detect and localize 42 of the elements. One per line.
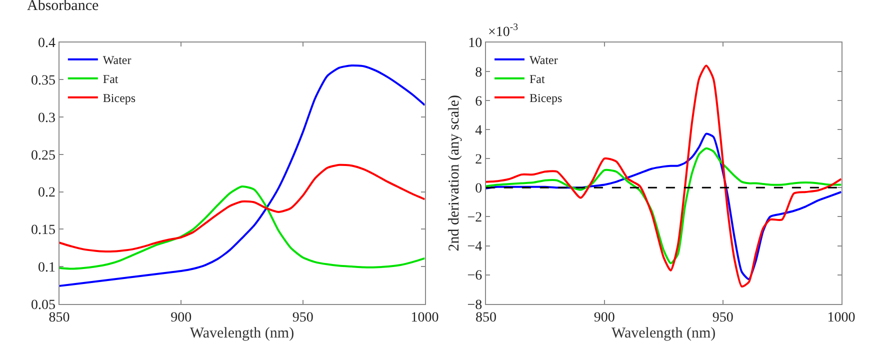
y-tick-label: −6: [467, 268, 482, 284]
y-tick-label: 10: [468, 36, 482, 52]
y-tick-label: 0.05: [30, 298, 56, 313]
legend-label: Biceps: [102, 91, 136, 106]
x-axis-title: Wavelength (nm): [190, 326, 294, 342]
y-tick-label: 2: [475, 152, 482, 168]
line-series: [59, 186, 425, 270]
y-tick-label: 0.3: [38, 110, 56, 126]
y-tick-label: 0: [475, 182, 482, 197]
y-tick-label: −8: [467, 298, 482, 313]
text: ×10$^{-3}$: [488, 22, 518, 40]
x-tick-label: 1000: [827, 310, 856, 326]
x-tick-label: 850: [48, 310, 70, 326]
legend-label: Fat: [530, 72, 546, 86]
legend-label: Water: [530, 53, 558, 68]
y-tick-label: 0.2: [38, 186, 56, 201]
y-tick-label: 4: [475, 123, 482, 138]
y-tick-label: −4: [467, 240, 482, 255]
x-tick-label: 900: [594, 310, 615, 326]
x-tick-label: 900: [170, 310, 192, 326]
line-series: [59, 164, 425, 253]
line-series: [59, 64, 425, 287]
line-series: [486, 147, 842, 264]
x-tick-label: 950: [292, 310, 314, 326]
y-tick-label: 0.15: [30, 223, 56, 238]
y-tick-label: 0.1: [38, 260, 56, 276]
y-tick-label: 0.25: [30, 148, 56, 164]
line-series: [486, 132, 842, 280]
line-series: [486, 64, 842, 288]
x-tick-label: 1000: [410, 310, 439, 326]
legend-label: Water: [102, 53, 132, 68]
x-tick-label: 950: [712, 310, 734, 326]
legend-label: Fat: [102, 72, 119, 86]
x-tick-label: 850: [475, 310, 496, 326]
y-tick-label: −2: [467, 210, 482, 226]
y-axis-title: 2nd derivation (any scale): [446, 94, 462, 252]
y-tick-label: 0.35: [30, 74, 56, 89]
legend-label: Biceps: [530, 91, 562, 106]
y-tick-label: 0.4: [38, 36, 56, 52]
x-axis-title: Wavelength (nm): [612, 326, 716, 342]
y-tick-label: 6: [475, 94, 482, 110]
y-tick-label: 8: [475, 65, 482, 80]
